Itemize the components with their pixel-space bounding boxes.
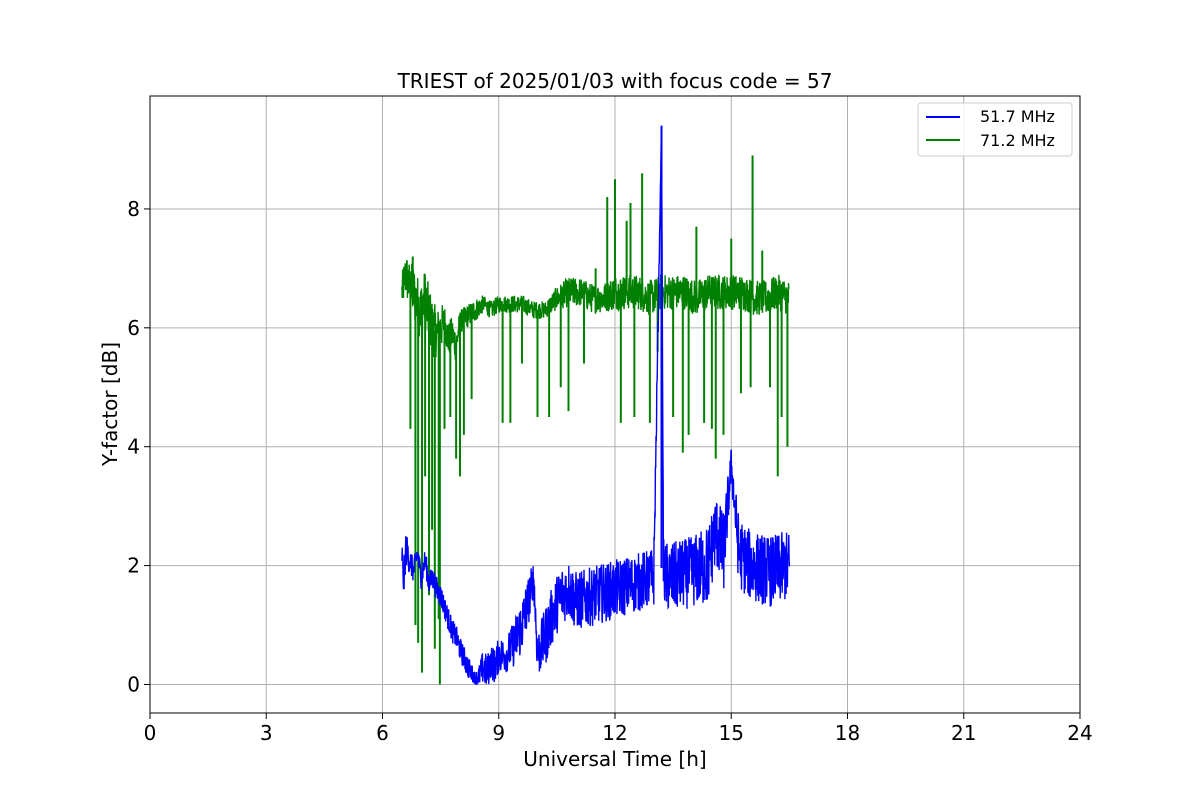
chart-title: TRIEST of 2025/01/03 with focus code = 5… xyxy=(397,69,833,93)
legend: 51.7 MHz 71.2 MHz xyxy=(917,102,1073,157)
y-tick-label: 8 xyxy=(127,197,140,221)
series-layer xyxy=(401,125,791,686)
legend-label-71-2-mhz: 71.2 MHz xyxy=(980,131,1055,150)
y-tick-label: 2 xyxy=(127,554,140,578)
y-tick-label: 4 xyxy=(127,435,140,459)
series-line-71-2-mhz xyxy=(401,260,790,360)
x-tick-label: 12 xyxy=(602,721,627,745)
legend-label-51-7-mhz: 51.7 MHz xyxy=(980,107,1055,126)
series-51-7-mhz xyxy=(401,125,791,686)
x-tick-label: 21 xyxy=(951,721,976,745)
y-tick-label: 6 xyxy=(127,316,140,340)
x-tick-label: 0 xyxy=(144,721,157,745)
x-axis-ticks: 0 3 6 9 12 15 18 21 24 xyxy=(144,713,1093,745)
y-tick-label: 0 xyxy=(127,672,140,696)
x-tick-label: 18 xyxy=(835,721,860,745)
x-tick-label: 6 xyxy=(376,721,389,745)
series-71-2-mhz xyxy=(401,155,790,685)
x-tick-label: 3 xyxy=(260,721,273,745)
y-axis-label: Y-factor [dB] xyxy=(98,342,122,467)
y-axis-ticks: 0 2 4 6 8 xyxy=(127,197,150,696)
x-tick-label: 9 xyxy=(492,721,505,745)
series-line-51-7-mhz xyxy=(401,125,791,686)
x-axis-label: Universal Time [h] xyxy=(523,747,706,771)
x-tick-label: 24 xyxy=(1067,721,1092,745)
x-tick-label: 15 xyxy=(719,721,744,745)
